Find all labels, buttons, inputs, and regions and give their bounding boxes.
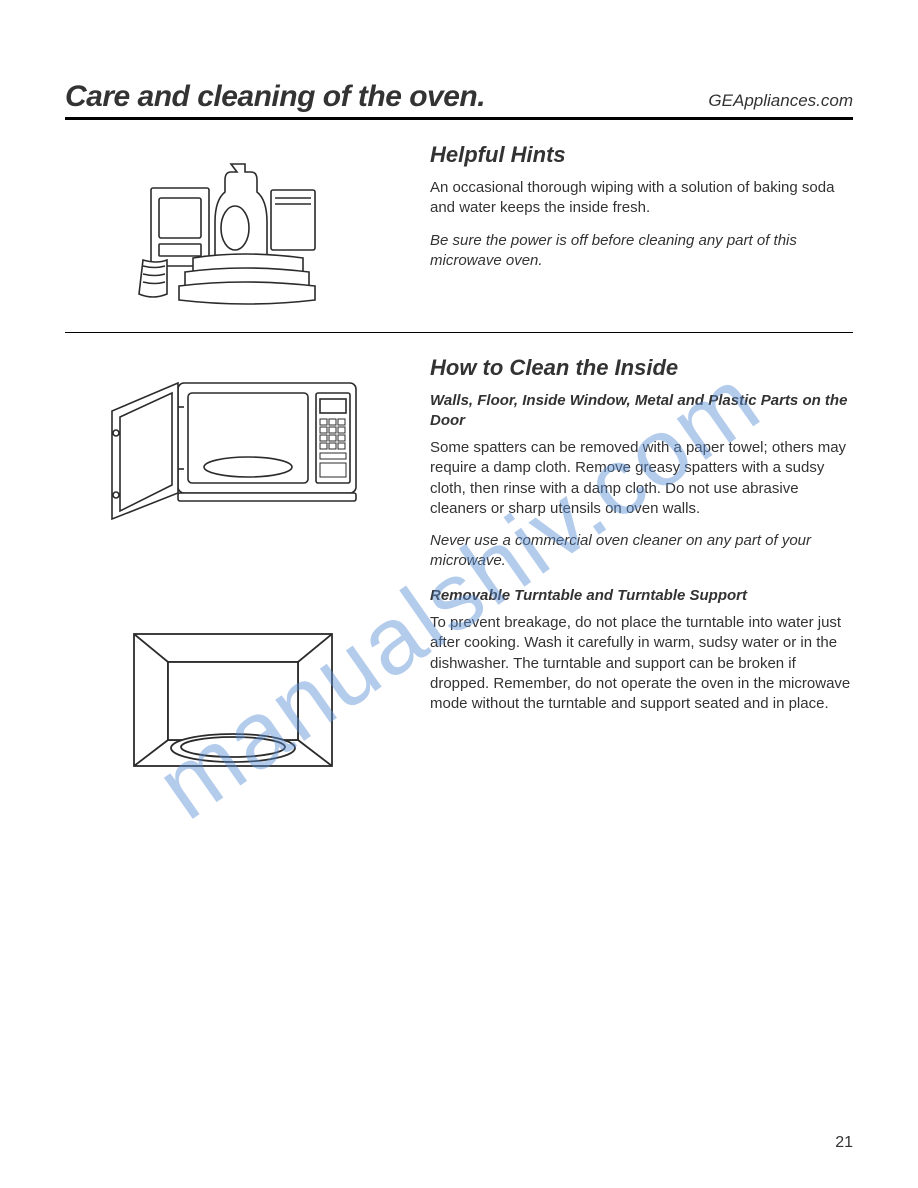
page-number: 21 bbox=[835, 1134, 853, 1152]
body-paragraph: To prevent breakage, do not place the tu… bbox=[430, 613, 853, 714]
page-header: Care and cleaning of the oven. GEApplian… bbox=[65, 80, 853, 120]
body-paragraph: Some spatters can be removed with a pape… bbox=[430, 438, 853, 519]
section-heading: Helpful Hints bbox=[430, 142, 853, 168]
body-paragraph: An occasional thorough wiping with a sol… bbox=[430, 178, 853, 219]
cleaning-supplies-icon bbox=[123, 150, 343, 310]
text-column-2: How to Clean the Inside Walls, Floor, In… bbox=[430, 355, 853, 773]
italic-note: Never use a commercial oven cleaner on a… bbox=[430, 531, 853, 572]
microwave-open-icon bbox=[98, 363, 368, 528]
brand-link: GEAppliances.com bbox=[708, 91, 853, 114]
sub-heading: Removable Turntable and Turntable Suppor… bbox=[430, 586, 853, 606]
section-heading: How to Clean the Inside bbox=[430, 355, 853, 381]
text-column-1: Helpful Hints An occasional thorough wip… bbox=[430, 142, 853, 310]
section-divider bbox=[65, 332, 853, 333]
italic-note: Be sure the power is off before cleaning… bbox=[430, 231, 853, 272]
illustration-column-2 bbox=[65, 355, 400, 773]
section-helpful-hints: Helpful Hints An occasional thorough wip… bbox=[65, 142, 853, 332]
oven-cavity-icon bbox=[128, 628, 338, 773]
section-clean-inside: How to Clean the Inside Walls, Floor, In… bbox=[65, 355, 853, 795]
page-title: Care and cleaning of the oven. bbox=[65, 80, 485, 114]
illustration-column-1 bbox=[65, 142, 400, 310]
sub-heading: Walls, Floor, Inside Window, Metal and P… bbox=[430, 391, 853, 430]
